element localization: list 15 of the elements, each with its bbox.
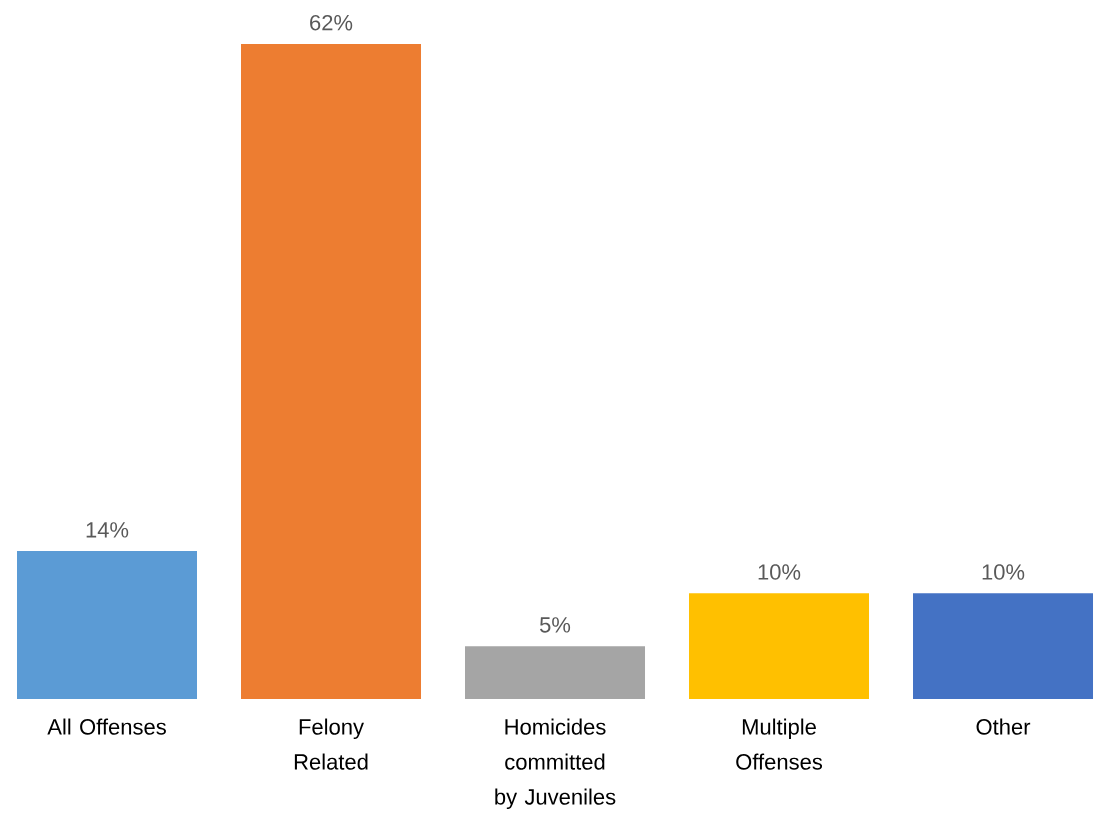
x-tick-label: Multiple Offenses: [736, 718, 823, 770]
data-label: 5%: [539, 617, 571, 633]
x-tick-label: All Offenses: [47, 718, 166, 735]
bar: [241, 44, 421, 699]
data-label: 10%: [982, 564, 1025, 580]
bar: [465, 646, 646, 699]
data-label: 62%: [310, 14, 353, 31]
bar: [689, 593, 870, 699]
data-label: 10%: [758, 564, 801, 580]
x-tick-label: Other: [976, 718, 1031, 735]
bar: [913, 593, 1094, 699]
bar: [17, 551, 197, 699]
data-label: 14%: [86, 522, 129, 538]
x-tick-label: Felony Related: [294, 718, 368, 770]
x-tick-label: Homicides committed by Juveniles: [495, 718, 616, 810]
